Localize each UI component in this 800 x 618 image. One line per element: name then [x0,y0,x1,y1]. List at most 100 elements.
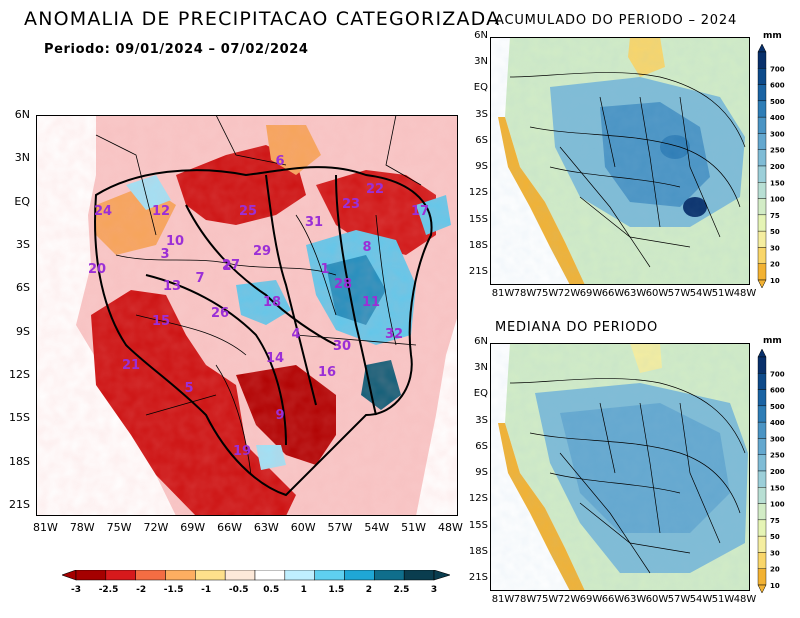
acumulado-map [490,37,750,285]
lat-tick-label: 3N [474,362,488,374]
basin-number: 20 [88,262,106,277]
lat-tick-label: 9S [16,324,30,338]
colorbar-swatch [105,570,136,581]
mm-colorbar-label: 250 [770,452,785,460]
lon-tick-label: 75W [535,594,559,605]
basin-number: 22 [366,182,384,197]
lat-tick-label: 6S [475,134,488,146]
mm-colorbar-label: 20 [770,261,780,269]
mediana-title: MEDIANA DO PERIODO [495,320,659,335]
lon-tick-label: 48W [733,288,757,299]
lon-tick-label: 54W [689,594,713,605]
basin-number: 5 [184,381,193,396]
basin-number: 1 [320,262,329,277]
colorbar-label: 3 [431,585,437,595]
basin-number: 17 [411,204,429,219]
lon-tick-label: 75W [535,288,559,299]
anomaly-colorbar: -3 -2.5 -2 -1.5 -1 -0.5 0.5 1 1.5 2 2.5 3 [62,570,450,595]
mm-colorbar-swatch [757,182,767,199]
mm-colorbar-swatch [757,149,767,167]
lon-tick-label: 57W [327,521,353,534]
mm-colorbar-swatch [757,51,767,69]
mm-colorbar-label: 50 [770,533,780,541]
mm-colorbar-label: 75 [770,517,780,525]
lat-tick-label: 15S [9,411,30,425]
mm-colorbar-label: 600 [770,82,785,90]
colorbar-label: 2.5 [393,585,409,595]
lat-tick-label: 6S [16,281,30,295]
colorbar-label: 2 [366,585,372,595]
mm-colorbar-label: 400 [770,114,785,122]
basin-number: 13 [163,279,181,294]
mm-colorbar-label: 30 [770,244,780,252]
basin-number: 18 [263,295,281,310]
basin-number: 32 [385,327,403,342]
mm-colorbar-label: 500 [770,403,785,411]
basin-number: 14 [266,351,284,366]
basin-number: 30 [333,339,351,354]
lat-tick-label: 3S [475,414,488,426]
lat-tick-label: 3N [14,151,30,165]
mm-colorbar-label: 700 [770,65,785,73]
mm-colorbar-label: 700 [770,370,785,378]
mm-colorbar-swatch [757,116,767,134]
mediana-map [490,343,750,591]
basin-number: 28 [334,277,352,292]
lat-tick-label: 18S [468,545,488,557]
mm-colorbar-swatch [757,133,767,150]
lat-tick-label: 6N [14,108,30,121]
lat-tick-label: EQ [14,194,30,208]
basin-number: 27 [222,258,240,273]
lon-tick-label: 69W [579,594,603,605]
basin-number: 16 [318,365,336,380]
basin-number: 6 [275,154,284,169]
mm-colorbar-min-arrow [757,584,767,594]
mm-colorbar-swatch [757,230,767,248]
lon-tick-label: 72W [143,521,169,534]
colorbar-label: -0.5 [229,585,249,595]
mm-colorbar-swatch [757,405,767,423]
lat-tick-label: 18S [9,454,30,468]
mm-unit-top: mm [763,31,782,41]
mm-colorbar-swatch [757,421,767,439]
colorbar-min-arrow [62,570,77,581]
lon-tick-label: 78W [69,521,95,534]
mm-colorbar-swatch [757,470,767,488]
mm-colorbar-label: 100 [770,196,785,204]
lon-tick-label: 72W [557,288,581,299]
colorbar-swatch [195,570,226,581]
lon-tick-label: 48W [733,594,757,605]
lon-tick-label: 63W [623,288,647,299]
lat-tick-label: 12S [468,187,488,199]
main-title: ANOMALIA DE PRECIPITACAO CATEGORIZADA [24,8,501,30]
mm-colorbar-label: 30 [770,549,780,557]
mm-colorbar-swatch [757,503,767,521]
lat-tick-label: 15S [468,519,488,531]
period-label: Periodo: 09/01/2024 – 07/02/2024 [44,42,309,57]
mm-colorbar-label: 75 [770,212,780,220]
mm-colorbar-label: 10 [770,582,780,590]
lon-tick-label: 72W [557,594,581,605]
lat-tick-label: 15S [468,213,488,225]
colorbar-label: -2 [136,585,146,595]
mm-colorbar-swatch [757,100,767,118]
colorbar-swatch [135,570,166,581]
mm-colorbar-swatch [757,568,767,586]
basin-number: 7 [195,271,204,286]
basin-number: 29 [253,244,271,259]
lon-tick-label: 66W [601,594,625,605]
mm-colorbar-swatch [757,454,767,472]
basin-number: 11 [362,295,380,310]
lat-tick-label: 12S [9,368,30,381]
lon-tick-label: 48W [438,521,463,534]
lon-tick-label: 66W [601,288,625,299]
mm-colorbar-swatch [757,356,767,374]
mm-colorbar-swatch [757,84,767,102]
mm-colorbar-label: 300 [770,435,785,443]
lat-tick-label: 9S [475,467,488,479]
mm-colorbar-label: 500 [770,98,785,106]
mm-colorbar-label: 300 [770,130,785,138]
colorbar-swatch [403,570,435,581]
lon-tick-label: 57W [667,594,691,605]
